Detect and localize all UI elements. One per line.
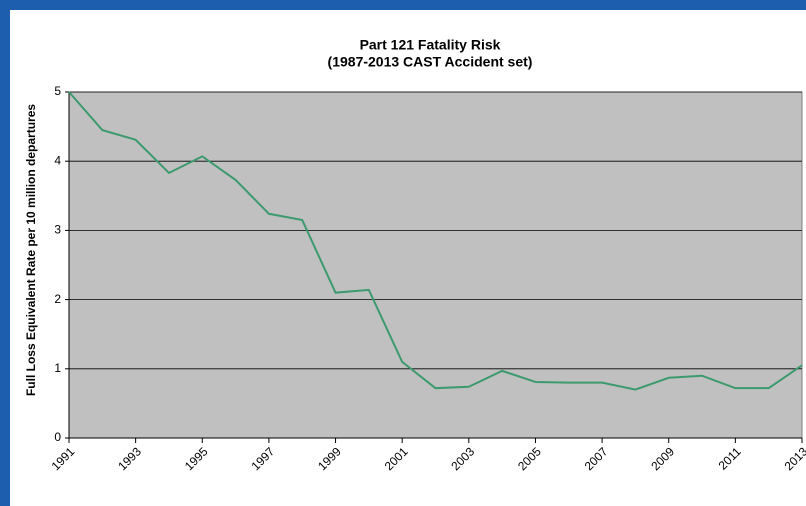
- chart-title: Part 121 Fatality Risk: [360, 37, 501, 53]
- y-tick-label: 4: [54, 153, 61, 167]
- y-tick-label: 1: [54, 361, 61, 375]
- y-tick-label: 0: [54, 430, 61, 444]
- y-tick-label: 3: [54, 223, 61, 237]
- y-axis-label: Full Loss Equivalent Rate per 10 million…: [24, 104, 38, 396]
- y-tick-label: 2: [54, 292, 61, 306]
- plot-area: [68, 91, 803, 439]
- y-tick-label: 5: [54, 84, 61, 98]
- chart-subtitle: (1987-2013 CAST Accident set): [328, 54, 533, 70]
- data-line: [68, 91, 803, 391]
